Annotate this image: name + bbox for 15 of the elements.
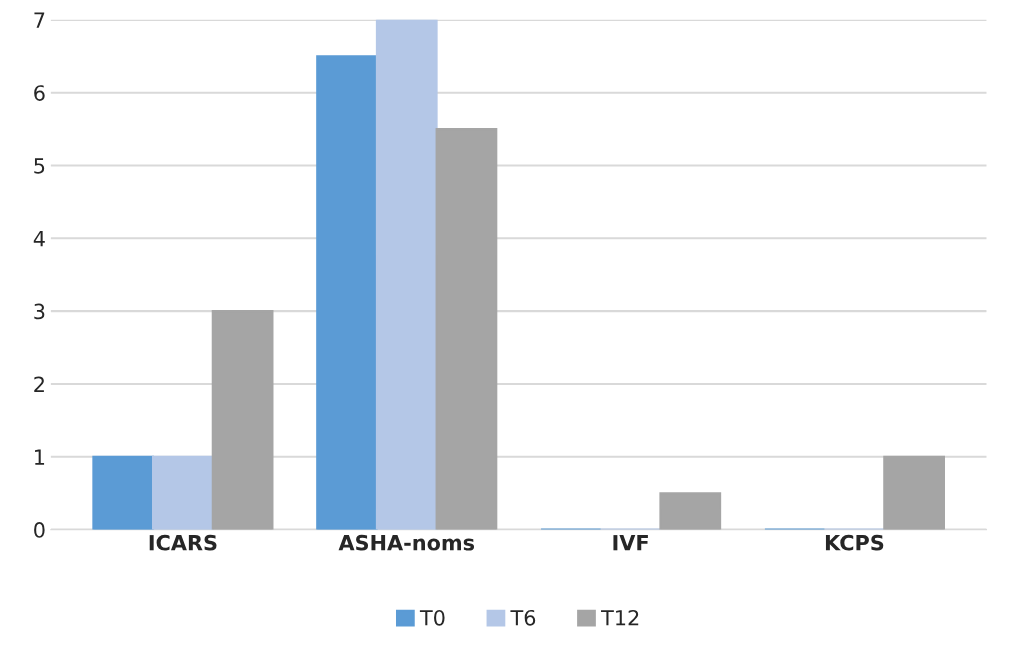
y-tick-label: 1 xyxy=(35,449,45,465)
y-tick-label: 2 xyxy=(34,376,44,392)
y-tick-label: 6 xyxy=(34,85,45,101)
x-tick-label: IVF xyxy=(613,535,648,551)
legend-label: T0 xyxy=(419,609,445,626)
y-tick-label: 7 xyxy=(34,12,45,28)
x-tick-label: ASHA-noms xyxy=(338,534,475,551)
x-tick-label: KCPS xyxy=(825,534,884,551)
y-tick-label: 3 xyxy=(34,303,45,320)
y-tick-label: 4 xyxy=(33,231,45,247)
legend-label: T6 xyxy=(510,609,536,626)
y-tick-label: 0 xyxy=(34,522,45,538)
legend-label: T12 xyxy=(601,609,639,626)
y-tick-label: 5 xyxy=(34,158,45,174)
x-tick-label: ICARS xyxy=(149,534,217,551)
